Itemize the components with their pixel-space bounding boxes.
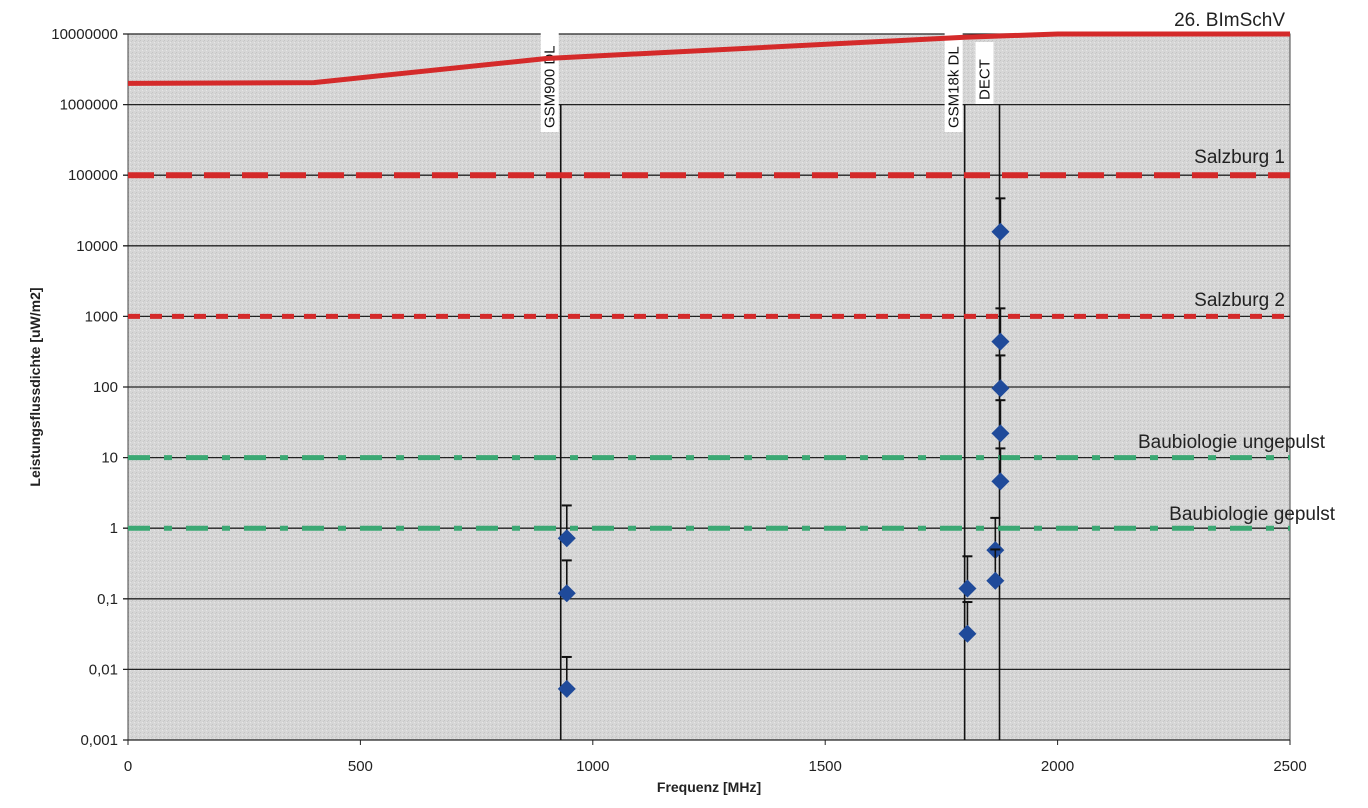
data-point <box>991 332 1010 351</box>
x-tick-label: 1500 <box>809 758 842 775</box>
y-tick-label: 1000 <box>85 308 118 325</box>
limit-line-label: 26. BImSchV <box>1174 10 1285 31</box>
y-tick-label: 0,001 <box>80 732 118 749</box>
data-point <box>557 529 576 548</box>
band-label: GSM900 DL <box>542 45 559 128</box>
data-point <box>991 472 1010 491</box>
y-tick-label: 1000000 <box>60 97 118 114</box>
limit-line-label: Salzburg 2 <box>1194 290 1285 311</box>
y-axis-ticks: 10000000 1000000 100000 10000 1000 100 10 1 0,1 0… <box>51 26 118 749</box>
band-label: DECT <box>977 59 994 100</box>
x-axis-ticks: 0 500 1000 1500 2000 2500 <box>124 740 1307 775</box>
x-tick-label: 500 <box>348 758 373 775</box>
band-label-bg <box>975 42 994 104</box>
limit-line-label: Baubiologie gepulst <box>1169 504 1336 525</box>
band-label-bg <box>540 28 559 132</box>
limit-line <box>127 31 1290 86</box>
x-tick-label: 1000 <box>576 758 609 775</box>
y-tick-label: 0,01 <box>89 661 118 678</box>
y-tick-label: 100000 <box>68 167 118 184</box>
frequency-bands: GSM900 DL GSM18k DL DECT <box>540 28 1001 740</box>
data-point <box>986 571 1005 590</box>
limit-line-label: Salzburg 1 <box>1194 147 1285 168</box>
y-tick-label: 100 <box>93 379 118 396</box>
band-label-bg <box>944 28 963 132</box>
limit-lines: 26. BImSchV Salzburg 1 Salzburg 2 Baubiolog… <box>127 10 1336 531</box>
data-point <box>958 579 977 598</box>
y-axis-label: Leistungsflussdichte [uW/m2] <box>27 287 43 486</box>
limit-line-label: Baubiologie ungepulst <box>1138 432 1326 453</box>
data-point <box>991 222 1010 241</box>
data-point <box>958 624 977 643</box>
y-tick-label: 1 <box>110 520 118 537</box>
x-tick-label: 2000 <box>1041 758 1074 775</box>
x-tick-label: 0 <box>124 758 132 775</box>
x-tick-label: 2500 <box>1273 758 1306 775</box>
data-point <box>991 379 1010 398</box>
y-tick-label: 10000000 <box>51 26 118 43</box>
data-points <box>557 197 1010 698</box>
data-point <box>557 584 576 603</box>
y-tick-label: 10 <box>101 450 118 467</box>
data-point <box>991 424 1010 443</box>
x-axis-label: Frequenz [MHz] <box>657 779 761 795</box>
y-tick-label: 0,1 <box>97 591 118 608</box>
data-point <box>557 679 576 698</box>
band-label: GSM18k DL <box>946 46 963 128</box>
y-tick-label: 10000 <box>76 238 118 255</box>
